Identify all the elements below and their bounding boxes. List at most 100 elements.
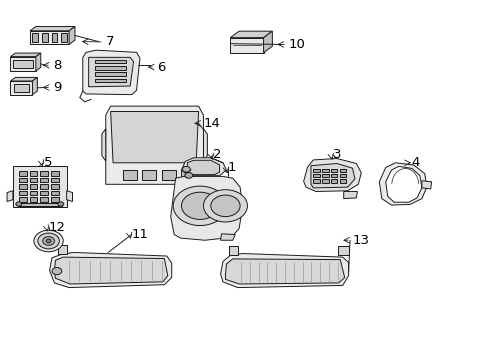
Bar xyxy=(19,184,26,189)
Polygon shape xyxy=(311,163,355,188)
Circle shape xyxy=(181,192,219,220)
Bar xyxy=(181,170,195,180)
Text: 3: 3 xyxy=(333,148,342,161)
Bar xyxy=(95,79,126,82)
Bar xyxy=(40,178,48,182)
Bar xyxy=(314,179,320,183)
Polygon shape xyxy=(10,81,32,95)
Text: 5: 5 xyxy=(44,156,52,169)
Bar xyxy=(51,191,59,195)
Circle shape xyxy=(182,166,190,172)
Text: 1: 1 xyxy=(228,161,236,174)
Polygon shape xyxy=(230,38,264,53)
Polygon shape xyxy=(54,257,168,284)
Bar xyxy=(314,174,320,177)
Polygon shape xyxy=(225,259,344,284)
Text: 4: 4 xyxy=(411,156,419,169)
Polygon shape xyxy=(264,31,272,53)
Polygon shape xyxy=(83,50,140,95)
Bar xyxy=(322,169,329,172)
Bar xyxy=(29,184,37,189)
Polygon shape xyxy=(32,77,37,95)
Bar xyxy=(331,174,337,177)
Circle shape xyxy=(185,172,193,178)
Bar xyxy=(19,171,26,176)
Polygon shape xyxy=(36,53,41,71)
Bar xyxy=(314,169,320,172)
Polygon shape xyxy=(30,31,69,44)
Circle shape xyxy=(16,202,22,206)
Text: 10: 10 xyxy=(289,38,306,51)
Circle shape xyxy=(211,195,240,217)
Polygon shape xyxy=(102,129,106,161)
Bar xyxy=(331,169,337,172)
Polygon shape xyxy=(220,234,235,240)
Polygon shape xyxy=(58,245,67,254)
Bar xyxy=(123,170,137,180)
Text: 8: 8 xyxy=(53,59,61,72)
Bar xyxy=(322,174,329,177)
Circle shape xyxy=(58,202,64,206)
Bar xyxy=(19,197,26,202)
Bar xyxy=(29,197,37,202)
Polygon shape xyxy=(338,246,348,255)
Bar xyxy=(32,33,38,42)
Text: 13: 13 xyxy=(352,234,369,247)
Bar xyxy=(340,169,346,172)
Text: 9: 9 xyxy=(53,81,61,94)
Bar xyxy=(322,179,329,183)
Polygon shape xyxy=(379,163,427,205)
Circle shape xyxy=(203,190,247,222)
Circle shape xyxy=(46,239,51,243)
Polygon shape xyxy=(422,181,432,189)
Bar xyxy=(29,191,37,195)
Bar xyxy=(40,197,48,202)
Bar xyxy=(13,59,33,68)
Polygon shape xyxy=(30,27,75,31)
Polygon shape xyxy=(89,57,134,87)
Polygon shape xyxy=(386,166,422,202)
Polygon shape xyxy=(203,129,207,161)
Text: 2: 2 xyxy=(213,148,222,161)
Text: 14: 14 xyxy=(203,117,220,130)
Polygon shape xyxy=(181,158,226,176)
Bar xyxy=(29,171,37,176)
Text: 11: 11 xyxy=(132,228,148,241)
Bar xyxy=(51,171,59,176)
Bar xyxy=(51,33,57,42)
Bar xyxy=(95,59,126,63)
Polygon shape xyxy=(230,31,272,38)
Polygon shape xyxy=(10,57,36,71)
Bar xyxy=(14,84,29,92)
Bar xyxy=(51,178,59,182)
Bar xyxy=(19,191,26,195)
Text: 6: 6 xyxy=(157,60,166,73)
Polygon shape xyxy=(304,158,361,192)
Bar xyxy=(42,33,48,42)
Circle shape xyxy=(34,230,63,252)
Polygon shape xyxy=(69,27,75,44)
Bar xyxy=(40,171,48,176)
Bar xyxy=(61,33,67,42)
Polygon shape xyxy=(10,53,41,57)
Bar xyxy=(18,203,62,206)
Bar xyxy=(340,179,346,183)
Polygon shape xyxy=(171,176,243,240)
Bar xyxy=(51,197,59,202)
Bar xyxy=(95,66,126,69)
Bar xyxy=(162,170,175,180)
Text: 12: 12 xyxy=(49,221,66,234)
Bar xyxy=(95,72,126,76)
Polygon shape xyxy=(106,106,203,184)
Bar xyxy=(51,184,59,189)
Bar xyxy=(40,191,48,195)
Bar xyxy=(331,179,337,183)
Polygon shape xyxy=(13,166,67,207)
Bar xyxy=(340,174,346,177)
Bar xyxy=(19,178,26,182)
Circle shape xyxy=(173,186,227,226)
Polygon shape xyxy=(229,246,238,255)
Polygon shape xyxy=(343,192,357,199)
Bar xyxy=(29,178,37,182)
Polygon shape xyxy=(187,160,220,175)
